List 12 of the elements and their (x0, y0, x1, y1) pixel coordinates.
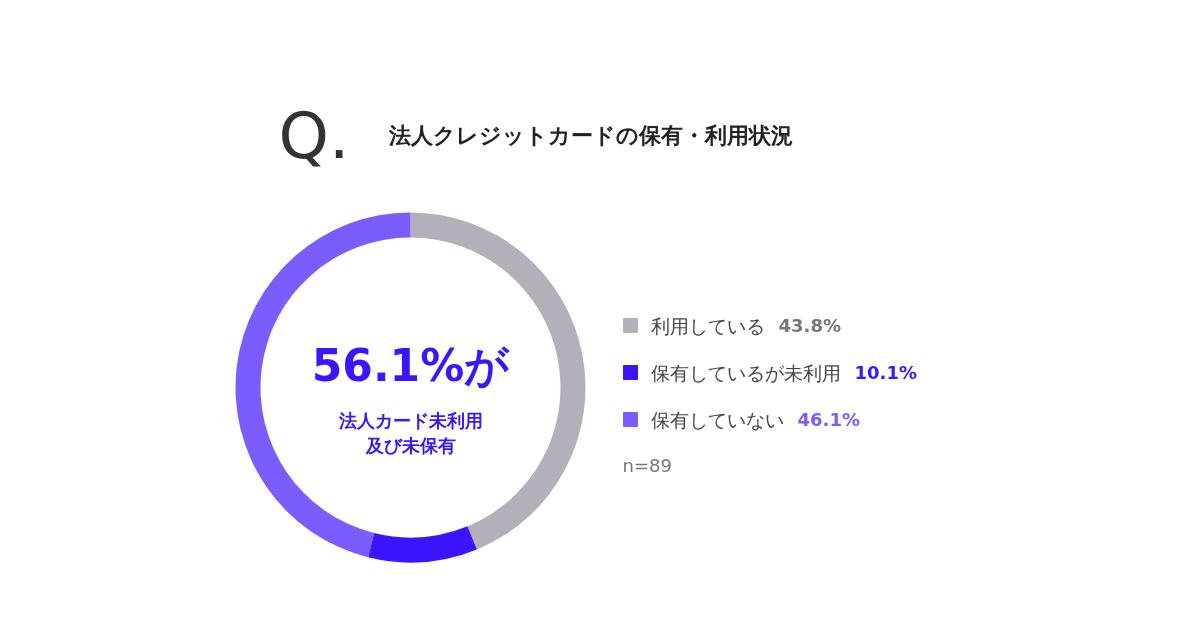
data-label: 10.1% (854, 362, 917, 383)
data-label: 43.8% (778, 315, 841, 336)
text: 及び未保有 (364, 435, 456, 456)
text: Q. (278, 98, 350, 173)
text: 56.1%が (311, 340, 511, 391)
legend-label: 保有しているが未利用 (650, 361, 841, 384)
data-label: 46.1% (797, 409, 860, 430)
legend-label: 利用している (650, 314, 765, 337)
legend-label: 保有していない (650, 408, 784, 431)
text: n=89 (622, 455, 672, 476)
text: 法人カード未利用 (337, 410, 483, 431)
chart-title: 法人クレジットカードの保有・利用状況 (387, 123, 793, 148)
